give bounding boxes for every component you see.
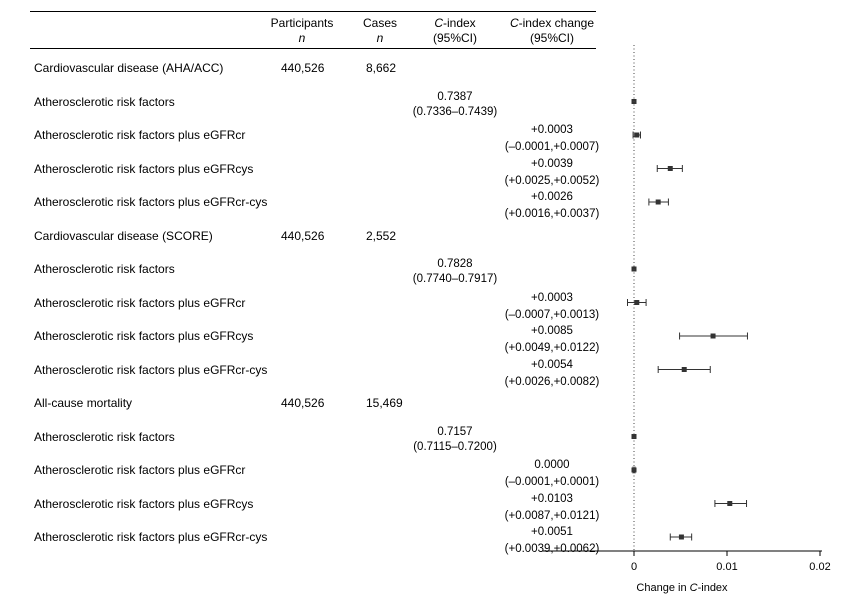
- change-ci: (–0.0007,+0.0013): [504, 308, 600, 321]
- header-participants: Participants n: [262, 16, 342, 46]
- change-ci: (–0.0001,+0.0007): [504, 141, 600, 153]
- change-value: +0.0051: [531, 526, 573, 538]
- change-value: +0.0003: [531, 291, 573, 304]
- row-label: Atherosclerotic risk factors plus eGFRcy…: [34, 329, 254, 343]
- header-change-rest: -index change: [518, 16, 595, 30]
- change-value: 0.0000: [534, 459, 570, 471]
- row-label: Atherosclerotic risk factors plus eGFRcr: [34, 295, 246, 310]
- cindex-value: 0.7387: [437, 90, 473, 103]
- cindex-ci: (0.7740–0.7917): [412, 273, 498, 285]
- point-estimate: [655, 199, 661, 205]
- row-label: Atherosclerotic risk factors plus eGFRcr…: [34, 362, 268, 377]
- row-label: Atherosclerotic risk factors plus eGFRcr…: [34, 195, 268, 209]
- row-label: Atherosclerotic risk factors plus eGFRcr: [34, 128, 246, 142]
- cindex-ci: (0.7336–0.7439): [412, 105, 498, 118]
- x-axis-label-prefix: Change in: [636, 582, 689, 594]
- point-estimate: [631, 434, 637, 439]
- header-cindex-prefix: C: [434, 16, 443, 30]
- change-ci: (+0.0016,+0.0037): [504, 208, 600, 220]
- change-ci: (+0.0087,+0.0121): [504, 509, 600, 522]
- participants-value: 440,526: [281, 61, 325, 75]
- header-cindex: C-index (95%CI): [405, 16, 505, 46]
- cases-value: 15,469: [366, 396, 403, 410]
- x-axis-label: Change in C-index: [636, 582, 728, 594]
- header-change: C-index change (95%CI): [492, 16, 612, 46]
- change-value: +0.0026: [531, 191, 573, 203]
- point-estimate: [631, 467, 637, 473]
- header-change-prefix: C: [509, 16, 519, 30]
- header-cindex-rest: -index: [442, 16, 476, 30]
- cases-value: 2,552: [366, 228, 397, 243]
- change-ci: (–0.0001,+0.0001): [504, 476, 600, 488]
- header-cindex-sub: (95%CI): [432, 31, 477, 45]
- row-label: Atherosclerotic risk factors: [34, 94, 175, 109]
- point-estimate: [634, 132, 640, 138]
- row-label: Atherosclerotic risk factors plus eGFRcr…: [34, 530, 268, 544]
- header-participants-label: Participants: [270, 16, 334, 30]
- point-estimate: [710, 333, 716, 339]
- change-ci: (+0.0026,+0.0082): [504, 375, 600, 388]
- point-estimate: [727, 501, 733, 506]
- point-estimate: [634, 300, 640, 305]
- row-label: Atherosclerotic risk factors plus eGFRcy…: [34, 496, 254, 511]
- x-tick-label: 0.01: [716, 561, 737, 573]
- header-cases-label: Cases: [362, 16, 397, 30]
- header-rule: [30, 48, 596, 49]
- change-ci: (+0.0049,+0.0122): [504, 342, 600, 354]
- cindex-ci: (0.7115–0.7200): [413, 440, 497, 453]
- header-cases-sub: n: [376, 31, 384, 45]
- row-label: Cardiovascular disease (AHA/ACC): [34, 61, 224, 75]
- row-label: All-cause mortality: [34, 396, 133, 410]
- top-rule: [30, 11, 596, 12]
- row-label: Atherosclerotic risk factors plus eGFRcy…: [34, 161, 254, 176]
- cases-value: 8,662: [366, 61, 397, 75]
- cindex-value: 0.7828: [437, 258, 473, 270]
- change-value: +0.0054: [531, 358, 573, 371]
- row-label: Cardiovascular disease (SCORE): [34, 228, 213, 243]
- participants-value: 440,526: [281, 396, 325, 410]
- change-value: +0.0103: [531, 492, 573, 505]
- change-value: +0.0039: [531, 157, 573, 170]
- change-ci: (+0.0039,+0.0062): [504, 543, 600, 555]
- row-label: Atherosclerotic risk factors: [34, 429, 175, 444]
- change-value: +0.0003: [531, 124, 573, 136]
- x-tick-label: 0: [631, 561, 637, 573]
- header-participants-sub: n: [298, 31, 306, 45]
- point-estimate: [678, 534, 684, 540]
- header-change-sub: (95%CI): [529, 31, 574, 45]
- x-axis-label-suffix: -index: [698, 582, 728, 594]
- point-estimate: [681, 367, 687, 372]
- participants-value: 440,526: [281, 228, 325, 243]
- point-estimate: [667, 166, 673, 171]
- x-axis-label-italic: C: [690, 582, 698, 594]
- x-tick-label: 0.02: [809, 561, 830, 573]
- row-label: Atherosclerotic risk factors plus eGFRcr: [34, 463, 246, 477]
- cindex-value: 0.7157: [437, 425, 473, 438]
- change-ci: (+0.0025,+0.0052): [504, 174, 600, 187]
- header-cases: Cases n: [350, 16, 410, 46]
- row-label: Atherosclerotic risk factors: [34, 262, 175, 276]
- change-value: +0.0085: [531, 325, 573, 337]
